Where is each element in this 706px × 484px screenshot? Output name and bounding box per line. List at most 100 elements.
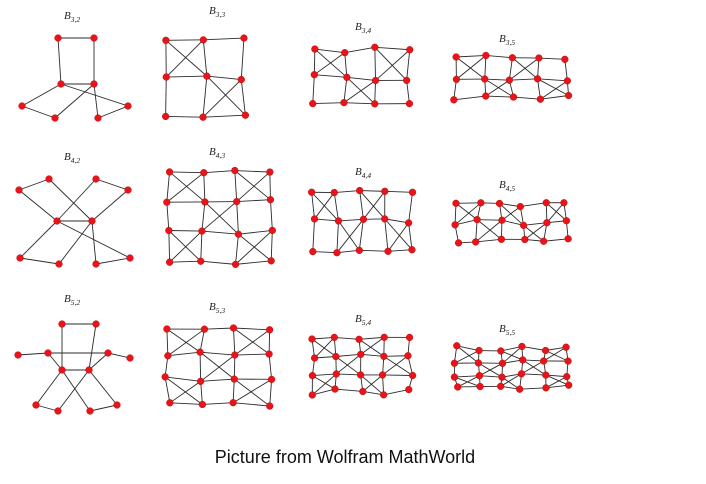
graph-edge bbox=[206, 75, 242, 81]
graph-edge bbox=[21, 105, 56, 119]
graph-b-5-2-edges bbox=[17, 323, 131, 412]
graph-edge bbox=[358, 336, 385, 340]
graph-vertex bbox=[92, 175, 100, 183]
graph-vertex bbox=[403, 76, 411, 84]
graph-edge bbox=[206, 75, 246, 116]
graph-label-subscript: 5,3 bbox=[216, 306, 226, 315]
graph-edge bbox=[314, 48, 345, 54]
graph-vertex bbox=[452, 199, 460, 207]
graph-vertex bbox=[241, 111, 249, 119]
graph-edge bbox=[454, 219, 478, 226]
graph-vertex bbox=[519, 221, 528, 229]
graph-vertex bbox=[14, 351, 22, 359]
graph-edge bbox=[336, 373, 361, 376]
graph-vertex bbox=[113, 401, 121, 409]
graph-label-b-3-5: B3,5 bbox=[499, 33, 515, 47]
graph-vertex bbox=[454, 239, 463, 247]
graph-vertex bbox=[564, 91, 573, 100]
graph-edge bbox=[509, 57, 540, 81]
graph-edge bbox=[19, 257, 60, 265]
graph-vertex bbox=[508, 54, 516, 62]
graph-edge bbox=[166, 328, 201, 353]
graph-vertex bbox=[540, 357, 548, 365]
graph-edge bbox=[453, 95, 486, 101]
graph-edge bbox=[344, 46, 375, 54]
graph-edge bbox=[199, 352, 202, 382]
graph-vertex bbox=[237, 75, 245, 84]
graph-vertex bbox=[230, 375, 238, 383]
graph-vertex bbox=[161, 373, 169, 381]
graph-edge bbox=[236, 171, 271, 202]
graph-vertex bbox=[267, 257, 275, 265]
graph-b-4-4-nodes bbox=[308, 186, 417, 257]
graph-edge bbox=[17, 352, 49, 356]
graph-edge bbox=[519, 387, 546, 390]
graph-label-b-4-4: B4,4 bbox=[355, 166, 371, 180]
graph-vertex bbox=[519, 356, 527, 364]
graph-edge bbox=[166, 328, 169, 356]
graph-b-3-4-nodes bbox=[309, 43, 414, 108]
graph-vertex bbox=[165, 226, 173, 235]
graph-vertex bbox=[15, 186, 23, 194]
graph-vertex bbox=[54, 407, 62, 415]
graph-edge bbox=[334, 190, 360, 194]
graph-edge bbox=[268, 354, 273, 380]
graph-edge bbox=[524, 222, 548, 240]
graph-edge bbox=[457, 375, 480, 388]
graph-label-b-3-4: B3,4 bbox=[355, 21, 371, 35]
graph-edge bbox=[523, 222, 547, 226]
graph-vertex bbox=[381, 215, 389, 223]
graph-edge bbox=[334, 388, 363, 392]
graph-vertex bbox=[472, 238, 480, 246]
graph-edge bbox=[236, 199, 271, 203]
graph-edge bbox=[199, 329, 205, 353]
graph-b-4-2-edges bbox=[18, 178, 131, 265]
graph-edge bbox=[200, 378, 235, 382]
graph-edge bbox=[335, 356, 361, 376]
graph-edge bbox=[362, 374, 383, 392]
graph-edge bbox=[311, 336, 335, 340]
graph-vertex bbox=[560, 199, 568, 207]
graph-edge bbox=[89, 404, 118, 412]
edges-layer bbox=[17, 37, 570, 412]
graph-edge bbox=[384, 218, 409, 224]
graph-vertex bbox=[477, 199, 485, 207]
graph-vertex bbox=[311, 354, 319, 362]
graph-edge bbox=[234, 329, 270, 356]
graph-edge bbox=[336, 219, 364, 253]
graph-edge bbox=[338, 220, 360, 251]
graph-vertex bbox=[166, 258, 174, 266]
graph-vertex bbox=[561, 55, 569, 63]
graph-edge bbox=[500, 373, 522, 387]
graph-edge bbox=[312, 375, 336, 390]
graph-vertex bbox=[495, 199, 504, 208]
graph-edge bbox=[343, 102, 375, 105]
graph-vertex bbox=[92, 320, 100, 328]
graph-edge bbox=[335, 353, 361, 357]
graph-edge bbox=[203, 172, 206, 202]
graph-edge bbox=[168, 230, 202, 232]
graph-edge bbox=[202, 76, 208, 118]
graph-edge bbox=[238, 233, 272, 262]
graph-label-subscript: 3,4 bbox=[361, 26, 372, 35]
graph-edge bbox=[200, 351, 235, 356]
graph-vertex bbox=[408, 246, 416, 254]
graph-vertex bbox=[166, 399, 174, 407]
graph-vertex bbox=[535, 54, 543, 62]
graph-edge bbox=[235, 260, 272, 265]
graph-vertex bbox=[90, 80, 98, 88]
graph-vertex bbox=[201, 198, 209, 206]
graph-edge bbox=[375, 49, 411, 81]
graph-vertex bbox=[341, 49, 349, 57]
graph-vertex bbox=[199, 113, 207, 121]
graph-edge bbox=[235, 230, 273, 265]
graph-edge bbox=[201, 230, 239, 235]
graph-b-3-4-edges bbox=[312, 46, 411, 105]
graph-label-b-4-2: B4,2 bbox=[64, 151, 80, 165]
graph-edge bbox=[475, 238, 502, 243]
graph-edge bbox=[521, 346, 546, 351]
graph-edge bbox=[374, 46, 410, 51]
graph-edge bbox=[384, 218, 413, 251]
graph-edge bbox=[235, 234, 239, 265]
graph-edge bbox=[236, 201, 239, 235]
